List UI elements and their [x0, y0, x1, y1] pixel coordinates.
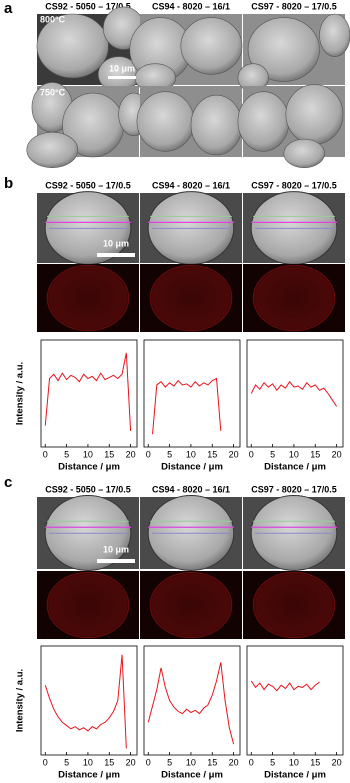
x-tick-label: 5	[270, 757, 275, 767]
panel-label: b	[4, 175, 13, 192]
x-tick-label: 15	[207, 757, 217, 767]
column-title: CS92 - 5050 – 17/0.5	[45, 484, 131, 494]
grain	[285, 84, 344, 145]
column-title: CS97 - 8020 – 17/0.5	[251, 484, 337, 494]
x-tick-label: 5	[167, 449, 172, 459]
scale-label: 10 μm	[103, 544, 129, 554]
x-tick-label: 10	[186, 757, 196, 767]
column-title: CS92 - 5050 – 17/0.5	[45, 180, 131, 190]
x-tick-label: 10	[83, 757, 93, 767]
y-axis-label: Intensity / a.u.	[15, 362, 26, 425]
plot-frame	[246, 339, 344, 448]
x-tick-label: 15	[207, 449, 217, 459]
x-axis-label: Distance / μm	[264, 462, 326, 473]
x-tick-label: 15	[104, 757, 114, 767]
x-tick-label: 0	[249, 757, 254, 767]
x-tick-label: 10	[186, 449, 196, 459]
eds-grain	[46, 571, 130, 639]
column-title: CS97 - 8020 – 17/0.5	[251, 1, 337, 11]
x-tick-label: 10	[289, 449, 299, 459]
scale-bar	[97, 559, 135, 563]
x-tick-label: 15	[104, 449, 114, 459]
grain	[237, 91, 290, 152]
grain	[136, 91, 195, 152]
temperature: 800°C	[40, 14, 66, 24]
plot-frame	[246, 645, 344, 756]
x-axis-label: Distance / μm	[58, 770, 120, 781]
grain	[283, 138, 325, 168]
profile-line	[44, 654, 127, 749]
scale-label: 10 μm	[103, 238, 129, 248]
grain	[26, 131, 79, 168]
column-title: CS97 - 8020 – 17/0.5	[251, 180, 337, 190]
grain	[247, 17, 320, 82]
x-tick-label: 0	[146, 757, 151, 767]
eds-grain	[149, 571, 233, 639]
x-tick-label: 0	[43, 449, 48, 459]
x-tick-label: 10	[83, 449, 93, 459]
x-tick-label: 15	[310, 449, 320, 459]
x-tick-label: 5	[64, 449, 69, 459]
plot-frame	[143, 339, 241, 448]
y-axis-label: Intensity / a.u.	[15, 669, 26, 732]
grain	[180, 17, 243, 75]
profile-line	[250, 380, 338, 407]
x-tick-label: 5	[64, 757, 69, 767]
plot-frame	[143, 645, 241, 756]
profile-line	[44, 352, 132, 431]
grain	[190, 94, 243, 156]
x-axis-label: Distance / μm	[161, 770, 223, 781]
x-tick-label: 20	[229, 757, 239, 767]
grain	[319, 13, 350, 57]
column-title: CS94 - 8020 – 16/1	[152, 1, 230, 11]
x-axis-label: Distance / μm	[58, 462, 120, 473]
scale-label: 10 μm	[109, 63, 135, 73]
x-tick-label: 10	[289, 757, 299, 767]
x-tick-label: 5	[270, 449, 275, 459]
x-tick-label: 0	[43, 757, 48, 767]
temperature: 750°C	[40, 87, 66, 97]
x-tick-label: 20	[126, 757, 136, 767]
eds-grain	[149, 264, 233, 332]
x-tick-label: 20	[126, 449, 136, 459]
profile-line	[250, 680, 320, 692]
x-axis-label: Distance / μm	[264, 770, 326, 781]
eds-grain	[252, 264, 336, 332]
x-tick-label: 0	[249, 449, 254, 459]
column-title: CS92 - 5050 – 17/0.5	[45, 1, 131, 11]
scale-bar	[108, 76, 136, 79]
grain	[36, 13, 109, 79]
scale-bar	[97, 253, 135, 257]
x-tick-label: 5	[167, 757, 172, 767]
plot-frame	[40, 339, 138, 448]
panel-label: a	[4, 0, 13, 17]
x-tick-label: 20	[332, 757, 342, 767]
x-tick-label: 20	[332, 449, 342, 459]
x-axis-label: Distance / μm	[161, 462, 223, 473]
eds-grain	[46, 264, 130, 332]
x-tick-label: 20	[229, 449, 239, 459]
x-tick-label: 0	[146, 449, 151, 459]
profile-line	[147, 662, 235, 745]
profile-line	[152, 377, 222, 435]
column-title: CS94 - 8020 – 16/1	[152, 180, 230, 190]
x-tick-label: 15	[310, 757, 320, 767]
panel-label: c	[4, 474, 12, 491]
column-title: CS94 - 8020 – 16/1	[152, 484, 230, 494]
eds-grain	[252, 571, 336, 639]
